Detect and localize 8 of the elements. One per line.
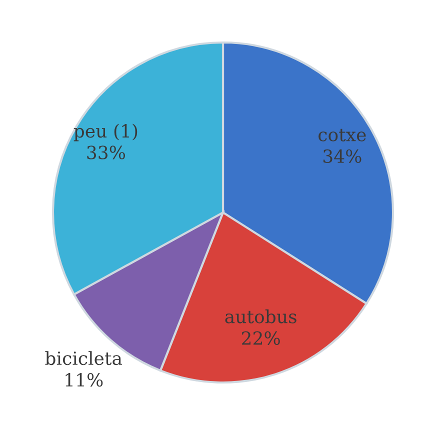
- slice-label: bicicleta: [45, 351, 122, 366]
- data-label: 33%: [87, 146, 126, 160]
- data-label: 22%: [242, 331, 280, 345]
- data-label: 34%: [323, 149, 362, 164]
- slice-label: autobus: [225, 309, 296, 324]
- slice-label: peu (1): [74, 124, 138, 142]
- data-label: 11%: [66, 373, 103, 387]
- slice-label: cotxe: [318, 128, 366, 142]
